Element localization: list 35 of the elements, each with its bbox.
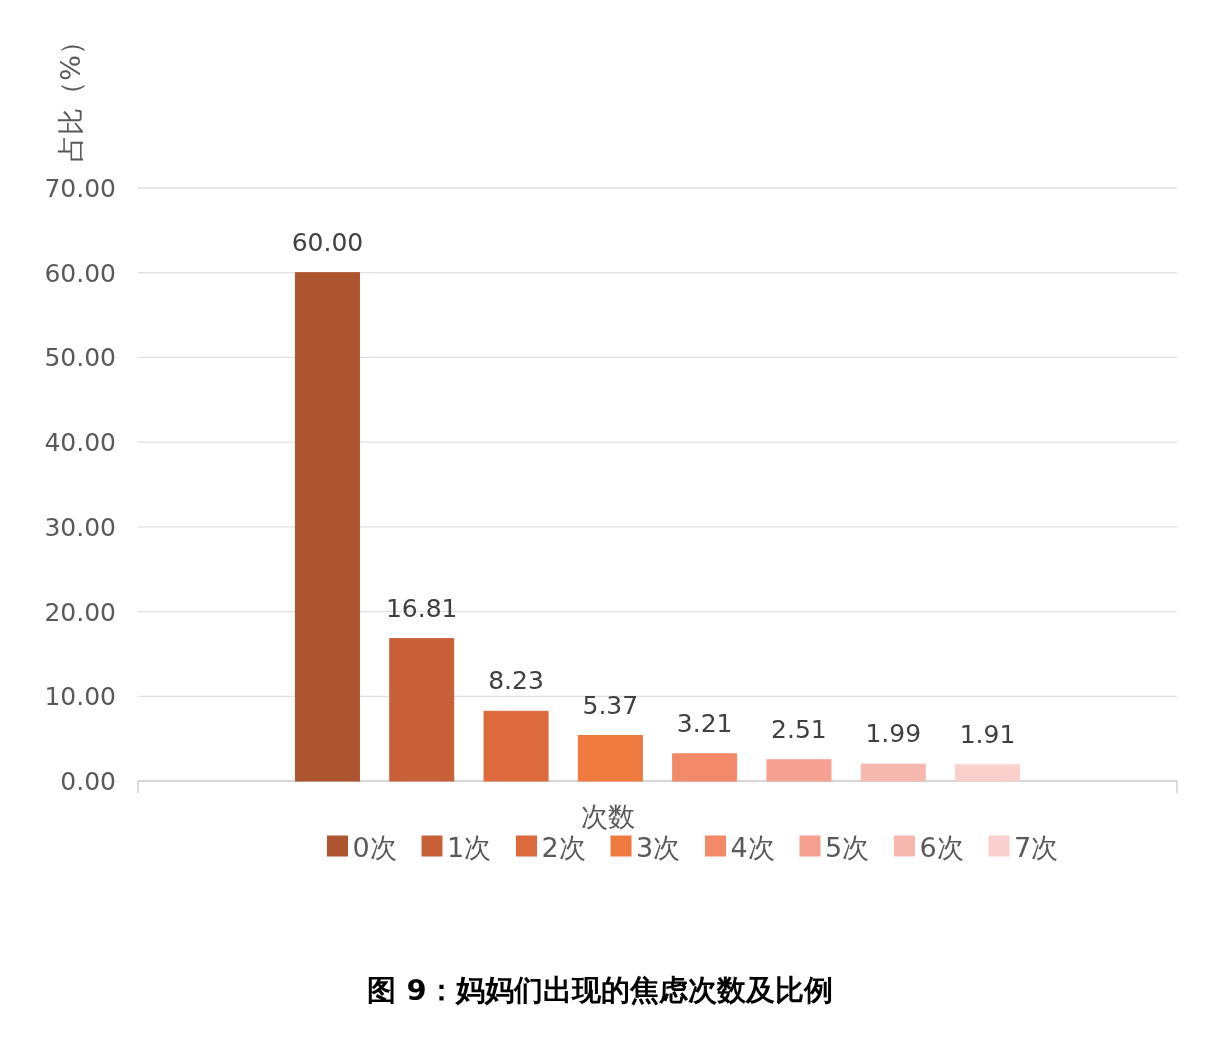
- bar: [483, 710, 549, 782]
- data-label: 5.37: [582, 690, 639, 720]
- data-label: 8.23: [488, 666, 544, 696]
- legend-label: 2次: [541, 832, 586, 863]
- legend-label: 4次: [730, 832, 775, 863]
- y-tick-label: 10.00: [44, 682, 116, 712]
- y-tick-label: 50.00: [44, 343, 116, 373]
- bar: [766, 759, 832, 782]
- bar: [577, 735, 643, 782]
- bar: [294, 272, 360, 782]
- legend-label: 1次: [447, 832, 492, 863]
- text: 图 9：妈妈们出现的焦虑次数及比例: [367, 973, 833, 1007]
- legend-label: 6次: [919, 832, 964, 863]
- x-tick-label: 次数: [580, 801, 635, 832]
- legend-label: 3次: [636, 832, 681, 863]
- bar: [389, 638, 455, 782]
- y-tick-label: 40.00: [44, 428, 116, 458]
- y-tick-label: 60.00: [44, 258, 116, 288]
- y-tick-label: 70.00: [44, 174, 116, 203]
- y-tick-label: 30.00: [44, 512, 116, 542]
- data-label: 2.51: [771, 714, 827, 744]
- data-label: 1.99: [865, 719, 922, 749]
- y-tick-label: 20.00: [44, 597, 116, 627]
- legend-label: 0次: [352, 832, 397, 863]
- bar: [955, 764, 1021, 782]
- y-axis-title: 占比（%）: [55, 28, 86, 162]
- y-tick-label: 0.00: [60, 767, 116, 796]
- data-label: 16.81: [385, 593, 458, 623]
- bar: [860, 763, 926, 782]
- data-label: 60.00: [291, 227, 364, 257]
- legend-label: 7次: [1014, 832, 1059, 863]
- bar: [672, 753, 738, 782]
- legend-label: 5次: [825, 832, 870, 863]
- data-label: 1.91: [959, 719, 1016, 749]
- data-label: 3.21: [676, 708, 733, 738]
